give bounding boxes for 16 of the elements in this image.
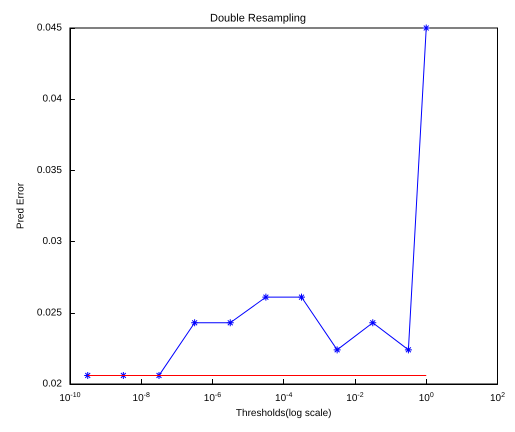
point [404,346,412,354]
point [190,318,199,327]
x-axis-title: Thresholds(log scale) [236,408,332,419]
y-tick-label: 0.025 [36,307,62,318]
y-tick-label: 0.045 [36,22,62,34]
y-tick-label: 0.03 [42,236,62,248]
chart-title: Double Resampling [210,12,306,24]
y-axis-title: Pred Error [16,182,26,230]
point [333,346,342,354]
point [368,318,377,327]
y-tick-label: 0.02 [42,378,62,390]
point [298,293,306,302]
y-tick-label: 0.04 [42,94,62,105]
point [262,293,270,302]
point [226,318,234,327]
y-tick-label: 0.035 [36,164,62,176]
